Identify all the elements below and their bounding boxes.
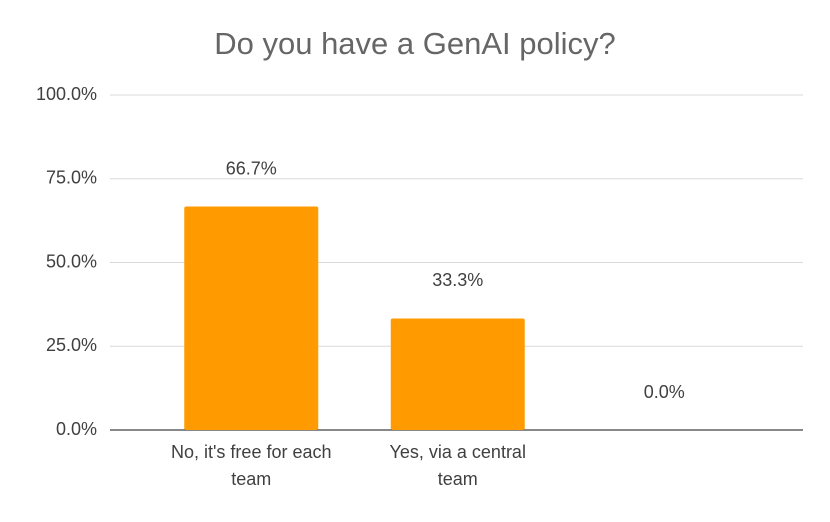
x-tick-label: No, it's free for each team [170, 442, 332, 489]
y-tick-label: 75.0% [46, 168, 97, 188]
y-tick-label: 0.0% [56, 419, 97, 439]
y-tick-label: 100.0% [36, 84, 97, 104]
y-tick-label: 25.0% [46, 335, 97, 355]
bar [184, 206, 319, 430]
bar [390, 318, 525, 430]
chart-title: Do you have a GenAI policy? [214, 26, 616, 61]
value-label: 66.7% [226, 158, 277, 178]
y-tick-label: 50.0% [46, 251, 97, 271]
x-tick-label: Yes, via a central team [389, 442, 526, 489]
value-label: 33.3% [432, 270, 483, 290]
x-tick-label-box: Yes, via a central team [389, 442, 526, 489]
x-tick-label-box: No, it's free for each team [170, 442, 332, 489]
value-label: 0.0% [644, 382, 685, 402]
